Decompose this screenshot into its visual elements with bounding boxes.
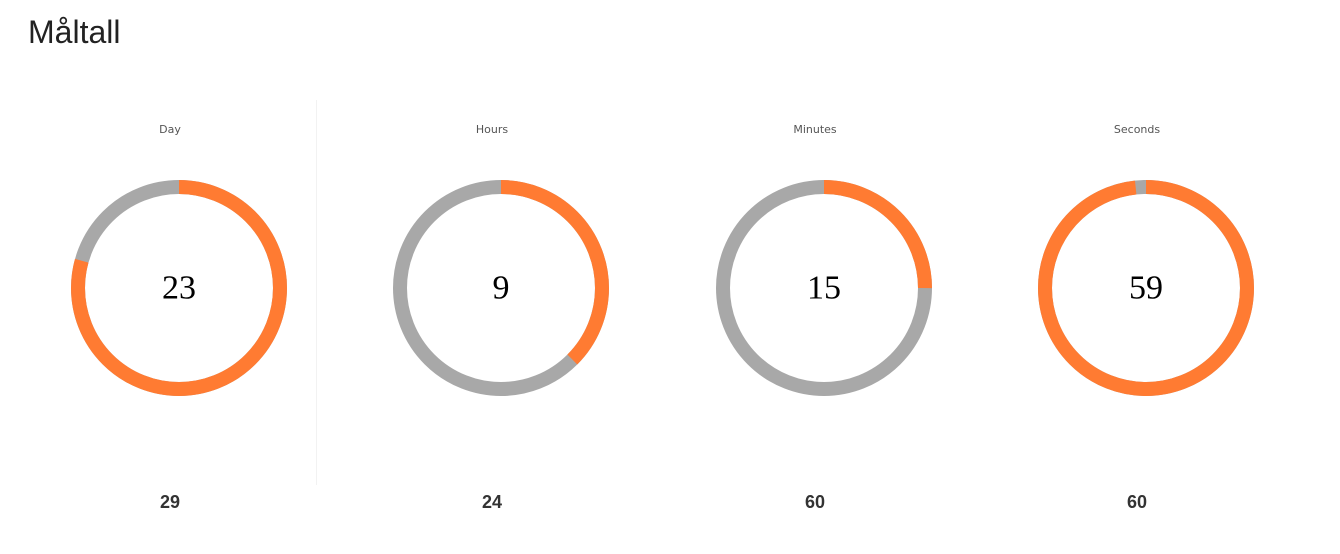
- gauge-seconds: Seconds 59 60: [976, 0, 1298, 554]
- gauge-progress-arc: [71, 180, 287, 396]
- gauge-max-value: 60: [1126, 492, 1148, 512]
- gauge-label: Hours: [475, 123, 509, 136]
- gauge-value: 23: [162, 270, 196, 307]
- gauge-ring: 59: [1038, 180, 1254, 396]
- gauge-max-value: 60: [804, 492, 826, 512]
- gauge-value: 9: [493, 270, 510, 307]
- gauge-ring: 15: [716, 180, 932, 396]
- page-title: Måltall: [28, 14, 121, 50]
- gauge-label: Minutes: [793, 123, 837, 136]
- gauge-minutes: Minutes 15 60: [654, 0, 976, 554]
- gauge-max-value: 24: [481, 492, 503, 512]
- gauge-progress-arc: [393, 180, 609, 396]
- gauge-ring: 9: [393, 180, 609, 396]
- gauge-ring: 23: [71, 180, 287, 396]
- gauge-label: Seconds: [1113, 123, 1161, 136]
- gauge-value: 15: [807, 270, 841, 307]
- gauge-progress-arc: [1038, 180, 1254, 396]
- gauge-progress-arc: [716, 180, 932, 396]
- column-divider: [316, 100, 317, 485]
- gauge-value: 59: [1129, 270, 1163, 307]
- gauge-label: Day: [159, 123, 181, 136]
- gauge-max-value: 29: [159, 492, 181, 512]
- gauge-hours: Hours 9 24: [331, 0, 653, 554]
- gauge-day: Day 23 29: [9, 0, 331, 554]
